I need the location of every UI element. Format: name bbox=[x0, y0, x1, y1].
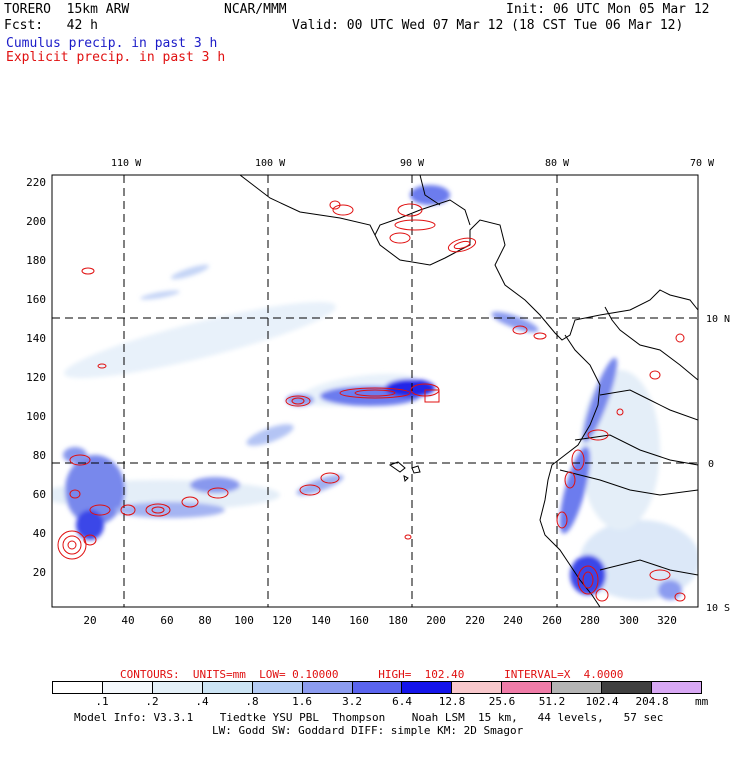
x-tick: 200 bbox=[426, 614, 446, 627]
x-tick: 20 bbox=[83, 614, 96, 627]
x-tick: 40 bbox=[121, 614, 134, 627]
x-tick: 120 bbox=[272, 614, 292, 627]
x-tick: 80 bbox=[198, 614, 211, 627]
colorbar-level: 3.2 bbox=[342, 695, 362, 708]
colorbar-swatch bbox=[202, 682, 253, 693]
lon-label: 100 W bbox=[255, 158, 286, 169]
colorbar-level: 102.4 bbox=[585, 695, 619, 708]
lat-label: 0 bbox=[708, 459, 714, 470]
colorbar-swatch bbox=[102, 682, 153, 693]
x-tick: 160 bbox=[349, 614, 369, 627]
x-axis-ticks: 20 40 60 80 100 120 140 160 180 200 220 … bbox=[83, 614, 677, 627]
colorbar-swatch bbox=[302, 682, 353, 693]
colorbar-level: .2 bbox=[145, 695, 159, 708]
colorbar-swatch bbox=[652, 682, 701, 693]
y-tick: 160 bbox=[26, 293, 46, 306]
colorbar-swatch bbox=[252, 682, 303, 693]
map-frame bbox=[51, 174, 699, 608]
colorbar-level: .4 bbox=[195, 695, 209, 708]
latitude-labels: 10 N 0 10 S bbox=[706, 314, 730, 614]
x-tick: 140 bbox=[311, 614, 331, 627]
colorbar-level: .8 bbox=[245, 695, 259, 708]
x-tick: 320 bbox=[657, 614, 677, 627]
x-tick: 100 bbox=[234, 614, 254, 627]
lon-label: 110 W bbox=[111, 158, 142, 169]
colorbar-labels: .1 .2 .4 .8 1.6 3.2 6.4 12.8 25.6 51.2 102.4 204.8 m… bbox=[52, 695, 740, 709]
init-time: Init: 06 UTC Mon 05 Mar 12 bbox=[506, 2, 710, 17]
lon-label: 70 W bbox=[690, 158, 715, 169]
x-tick: 180 bbox=[388, 614, 408, 627]
lon-label: 90 W bbox=[400, 158, 425, 169]
x-tick: 260 bbox=[542, 614, 562, 627]
colorbar-level: .1 bbox=[95, 695, 109, 708]
colorbar-swatch bbox=[552, 682, 603, 693]
lon-label: 80 W bbox=[545, 158, 570, 169]
precipitation-map: 110 W 100 W 90 W 80 W 70 W bbox=[26, 158, 730, 627]
precip-shading bbox=[52, 185, 698, 600]
colorbar-swatch bbox=[53, 682, 103, 693]
y-tick: 140 bbox=[26, 332, 46, 345]
colorbar-swatch bbox=[502, 682, 553, 693]
y-tick: 20 bbox=[33, 566, 46, 579]
colorbar-level: 12.8 bbox=[438, 695, 466, 708]
y-tick: 220 bbox=[26, 176, 46, 189]
x-tick: 280 bbox=[580, 614, 600, 627]
colorbar-level: 25.6 bbox=[488, 695, 516, 708]
colorbar-level: 1.6 bbox=[292, 695, 312, 708]
colorbar-swatch bbox=[402, 682, 453, 693]
y-tick: 120 bbox=[26, 371, 46, 384]
valid-time: Valid: 00 UTC Wed 07 Mar 12 (18 CST Tue … bbox=[292, 18, 684, 33]
x-tick: 240 bbox=[503, 614, 523, 627]
y-tick: 200 bbox=[26, 215, 46, 228]
x-tick: 300 bbox=[619, 614, 639, 627]
y-tick: 80 bbox=[33, 449, 46, 462]
colorbar-level: 204.8 bbox=[635, 695, 669, 708]
lat-lon-grid bbox=[52, 175, 698, 607]
colorbar-level: 6.4 bbox=[392, 695, 412, 708]
colorbar-swatch bbox=[352, 682, 403, 693]
colorbar-level: 51.2 bbox=[538, 695, 566, 708]
longitude-labels: 110 W 100 W 90 W 80 W 70 W bbox=[111, 158, 715, 169]
colorbar-swatch bbox=[602, 682, 653, 693]
lat-label: 10 N bbox=[706, 314, 730, 325]
colorbar bbox=[52, 681, 702, 694]
x-tick: 220 bbox=[465, 614, 485, 627]
cumulus-field-label: Cumulus precip. in past 3 h bbox=[6, 36, 218, 51]
physics-info: LW: Godd SW: Goddard DIFF: simple KM: 2D… bbox=[212, 724, 524, 737]
y-tick: 60 bbox=[33, 488, 46, 501]
explicit-field-label: Explicit precip. in past 3 h bbox=[6, 50, 226, 65]
contours-info: CONTOURS: UNITS=mm LOW= 0.10000 HIGH= 10… bbox=[120, 668, 624, 681]
colorbar-unit: mm bbox=[695, 695, 709, 708]
explicit-precip-contours bbox=[57, 200, 686, 602]
lat-label: 10 S bbox=[706, 603, 730, 614]
model-title: TORERO 15km ARW bbox=[4, 2, 130, 17]
y-tick: 40 bbox=[33, 527, 46, 540]
y-tick: 100 bbox=[26, 410, 46, 423]
y-tick: 180 bbox=[26, 254, 46, 267]
organization-label: NCAR/MMM bbox=[224, 2, 287, 17]
x-tick: 60 bbox=[160, 614, 173, 627]
model-info: Model Info: V3.3.1 Tiedtke YSU PBL Thomp… bbox=[74, 711, 664, 724]
colorbar-swatch bbox=[452, 682, 503, 693]
colorbar-swatch bbox=[152, 682, 203, 693]
forecast-hour: Fcst: 42 h bbox=[4, 18, 98, 33]
y-axis-ticks: 220 200 180 160 140 120 100 80 60 40 20 bbox=[26, 176, 46, 579]
